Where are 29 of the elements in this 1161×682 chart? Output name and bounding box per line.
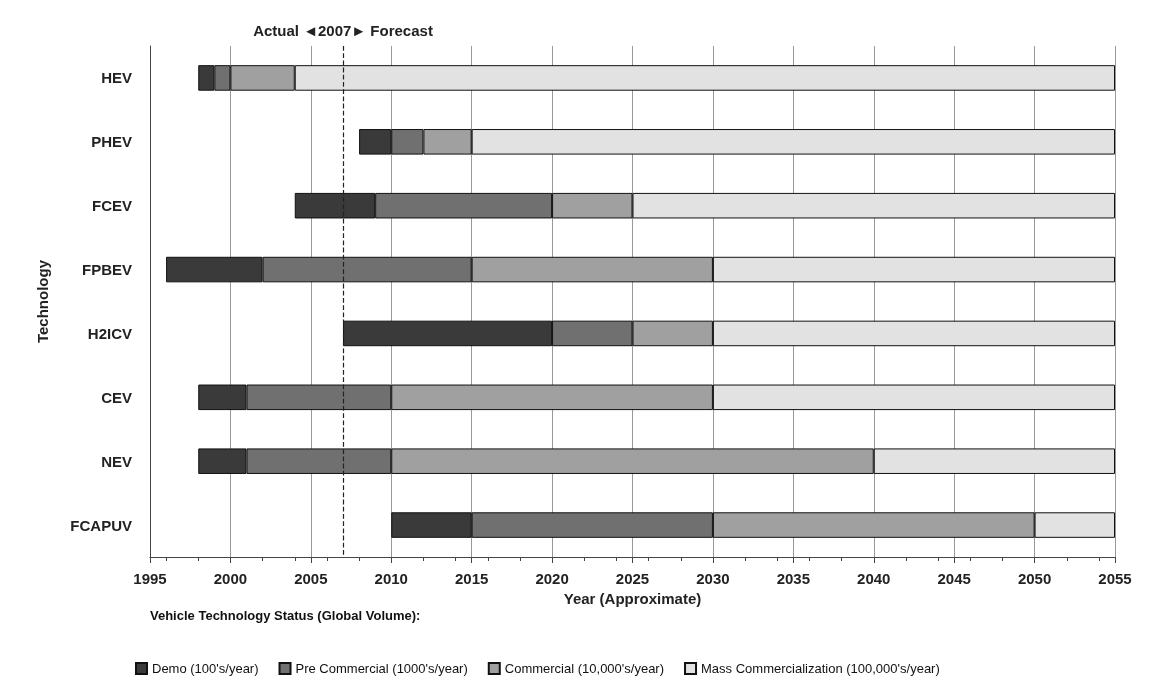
x-tick-label: 2005 bbox=[294, 570, 328, 587]
x-tick-label: 2025 bbox=[615, 570, 650, 587]
x-tick-label: 2035 bbox=[776, 570, 811, 587]
x-tick-label: 2040 bbox=[857, 570, 891, 587]
y-tick-label: FCEV bbox=[91, 197, 132, 215]
y-tick-label: H2ICV bbox=[87, 324, 132, 342]
x-tick-label: 1995 bbox=[133, 570, 167, 587]
x-axis-title: Year (Approximate) bbox=[563, 589, 702, 607]
x-tick-label: 2000 bbox=[213, 570, 248, 587]
y-tick-label: HEV bbox=[101, 69, 132, 87]
y-tick-label: FCAPUV bbox=[70, 516, 132, 534]
y-tick-label: PHEV bbox=[91, 133, 132, 151]
legend-label: Mass Commercialization (100,000's/year) bbox=[701, 661, 940, 676]
x-tick-label: 2050 bbox=[1017, 570, 1052, 587]
legend-label: Commercial (10,000's/year) bbox=[504, 661, 665, 676]
legend-label: Pre Commercial (1000's/year) bbox=[295, 661, 468, 676]
x-tick-label: 2015 bbox=[454, 570, 489, 587]
x-tick-label: 2045 bbox=[937, 570, 971, 587]
y-tick-label: CEV bbox=[101, 388, 132, 406]
x-tick-label: 2010 bbox=[374, 570, 408, 587]
ref-line-label: Actual ◄2007► Forecast bbox=[253, 22, 433, 39]
y-tick-label: FPBEV bbox=[81, 261, 132, 279]
x-tick-label: 2055 bbox=[1098, 570, 1132, 587]
y-axis-title: Technology bbox=[34, 259, 51, 344]
x-tick-label: 2030 bbox=[696, 570, 730, 587]
legend-label: Demo (100's/year) bbox=[152, 661, 259, 676]
x-tick-label: 2020 bbox=[535, 570, 569, 587]
y-tick-label: NEV bbox=[101, 452, 132, 470]
legend-title: Vehicle Technology Status (Global Volume): bbox=[150, 608, 421, 623]
